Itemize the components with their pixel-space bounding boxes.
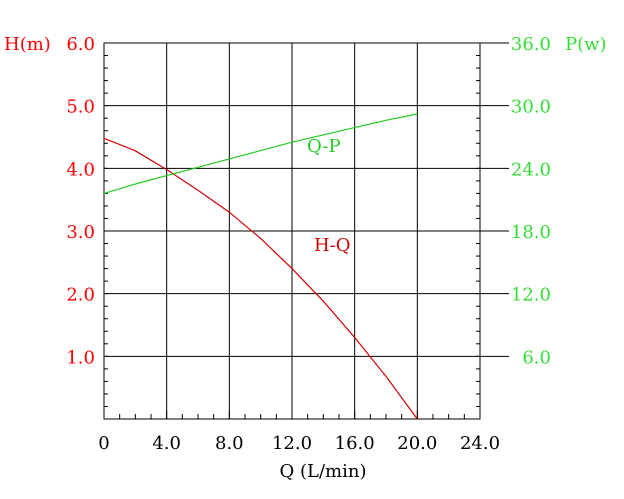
x-tick-label: 12.0 (272, 433, 312, 454)
y-right-axis-title: P(w) (565, 34, 607, 55)
x-tick-label: 20.0 (397, 433, 437, 454)
x-axis-title: Q (L/min) (280, 461, 367, 482)
y-right-tick-label: 18.0 (511, 222, 551, 243)
grid (103, 42, 509, 420)
y-left-tick-label: 1.0 (66, 347, 95, 368)
x-tick-label: 16.0 (335, 433, 375, 454)
series-lines (103, 113, 418, 420)
y-right-tick-label: 36.0 (511, 34, 551, 55)
y-left-tick-label: 3.0 (66, 222, 95, 243)
series-line-qp (103, 113, 418, 194)
y-right-tick-label: 12.0 (511, 285, 551, 306)
y-right-tick-label: 24.0 (511, 159, 551, 180)
series-label-hq: H-Q (314, 235, 351, 256)
series-label-qp: Q-P (307, 136, 341, 157)
y-right-tick-label: 30.0 (511, 97, 551, 118)
y-left-tick-label: 4.0 (66, 159, 95, 180)
y-left-tick-label: 6.0 (66, 34, 95, 55)
x-tick-label: 0 (98, 433, 109, 454)
y-left-axis-title: H(m) (4, 34, 51, 55)
x-tick-label: 4.0 (152, 433, 181, 454)
series-line-hq (103, 137, 418, 420)
tick-labels: 0 4.0 8.0 12.0 16.0 20.0 24.0 1.0 2.0 3.0 4.0 5.0 6.… (66, 34, 551, 454)
y-right-tick-label: 6.0 (522, 347, 551, 368)
y-left-tick-label: 5.0 (66, 97, 95, 118)
y-left-tick-label: 2.0 (66, 285, 95, 306)
x-tick-label: 8.0 (215, 433, 244, 454)
x-tick-label: 24.0 (460, 433, 500, 454)
